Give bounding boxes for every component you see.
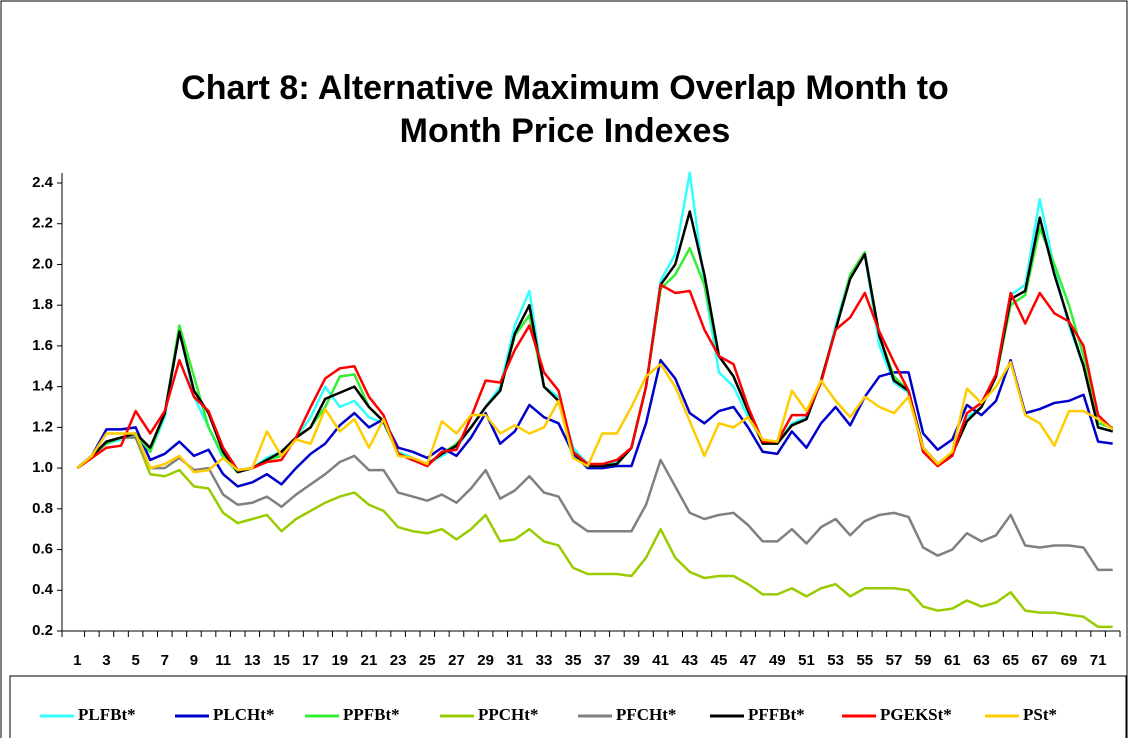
x-tick-label: 5 bbox=[131, 652, 139, 669]
y-tick-label: 1.4 bbox=[32, 378, 54, 395]
legend-label: PPFBt* bbox=[343, 705, 400, 724]
x-tick-label: 57 bbox=[886, 652, 903, 669]
legend-label: PLFBt* bbox=[78, 705, 136, 724]
legend-label: PFCHt* bbox=[616, 705, 676, 724]
x-tick-label: 35 bbox=[565, 652, 582, 669]
x-tick-label: 27 bbox=[448, 652, 465, 669]
x-tick-label: 71 bbox=[1090, 652, 1107, 669]
legend-label: PGEKSt* bbox=[880, 705, 952, 724]
x-tick-label: 3 bbox=[102, 652, 110, 669]
x-tick-label: 55 bbox=[856, 652, 873, 669]
series-line bbox=[76, 360, 1114, 474]
series-line bbox=[76, 436, 1113, 629]
x-tick-label: 21 bbox=[361, 652, 378, 669]
series-line bbox=[76, 358, 1113, 488]
y-tick-label: 1.8 bbox=[32, 296, 53, 313]
x-tick-label: 17 bbox=[302, 652, 319, 669]
x-tick-label: 39 bbox=[623, 652, 640, 669]
x-tick-label: 63 bbox=[973, 652, 990, 669]
x-tick-label: 31 bbox=[506, 652, 523, 669]
y-tick-label: 1.2 bbox=[32, 418, 53, 435]
x-tick-label: 69 bbox=[1061, 652, 1078, 669]
x-tick-label: 19 bbox=[331, 652, 348, 669]
y-tick-label: 2.4 bbox=[32, 174, 54, 191]
x-tick-label: 33 bbox=[536, 652, 553, 669]
x-tick-label: 43 bbox=[681, 652, 698, 669]
y-tick-label: 2.2 bbox=[32, 215, 53, 232]
x-tick-label: 7 bbox=[161, 652, 169, 669]
x-tick-label: 49 bbox=[769, 652, 786, 669]
x-tick-label: 23 bbox=[390, 652, 407, 669]
x-tick-label: 25 bbox=[419, 652, 436, 669]
x-tick-label: 11 bbox=[215, 652, 231, 669]
x-tick-label: 59 bbox=[915, 652, 932, 669]
x-tick-label: 67 bbox=[1031, 652, 1048, 669]
legend-box bbox=[9, 675, 1127, 738]
x-tick-label: 41 bbox=[652, 652, 669, 669]
x-tick-label: 65 bbox=[1002, 652, 1019, 669]
y-tick-label: 0.4 bbox=[32, 581, 54, 598]
x-tick-label: 9 bbox=[190, 652, 198, 669]
x-tick-label: 29 bbox=[477, 652, 494, 669]
legend-label: PSt* bbox=[1023, 705, 1057, 724]
legend-label: PPCHt* bbox=[478, 705, 538, 724]
y-tick-label: 1.0 bbox=[32, 459, 53, 476]
y-tick-label: 0.2 bbox=[32, 622, 53, 639]
chart-title: Chart 8: Alternative Maximum Overlap Mon… bbox=[181, 69, 949, 107]
legend-label: PFFBt* bbox=[748, 705, 805, 724]
y-tick-label: 0.8 bbox=[32, 500, 53, 517]
x-tick-label: 1 bbox=[73, 652, 81, 669]
x-tick-label: 13 bbox=[244, 652, 261, 669]
x-tick-label: 15 bbox=[273, 652, 290, 669]
x-tick-label: 37 bbox=[594, 652, 611, 669]
legend-label: PLCHt* bbox=[213, 705, 274, 724]
series-line bbox=[76, 436, 1113, 572]
x-tick-label: 51 bbox=[798, 652, 815, 669]
y-tick-label: 0.6 bbox=[32, 541, 53, 558]
x-tick-label: 45 bbox=[711, 652, 728, 669]
x-tick-label: 53 bbox=[827, 652, 844, 669]
y-tick-label: 1.6 bbox=[32, 337, 53, 354]
y-tick-label: 2.0 bbox=[32, 255, 53, 272]
chart-title: Month Price Indexes bbox=[400, 112, 731, 150]
x-tick-label: 47 bbox=[740, 652, 757, 669]
x-tick-label: 61 bbox=[944, 652, 961, 669]
